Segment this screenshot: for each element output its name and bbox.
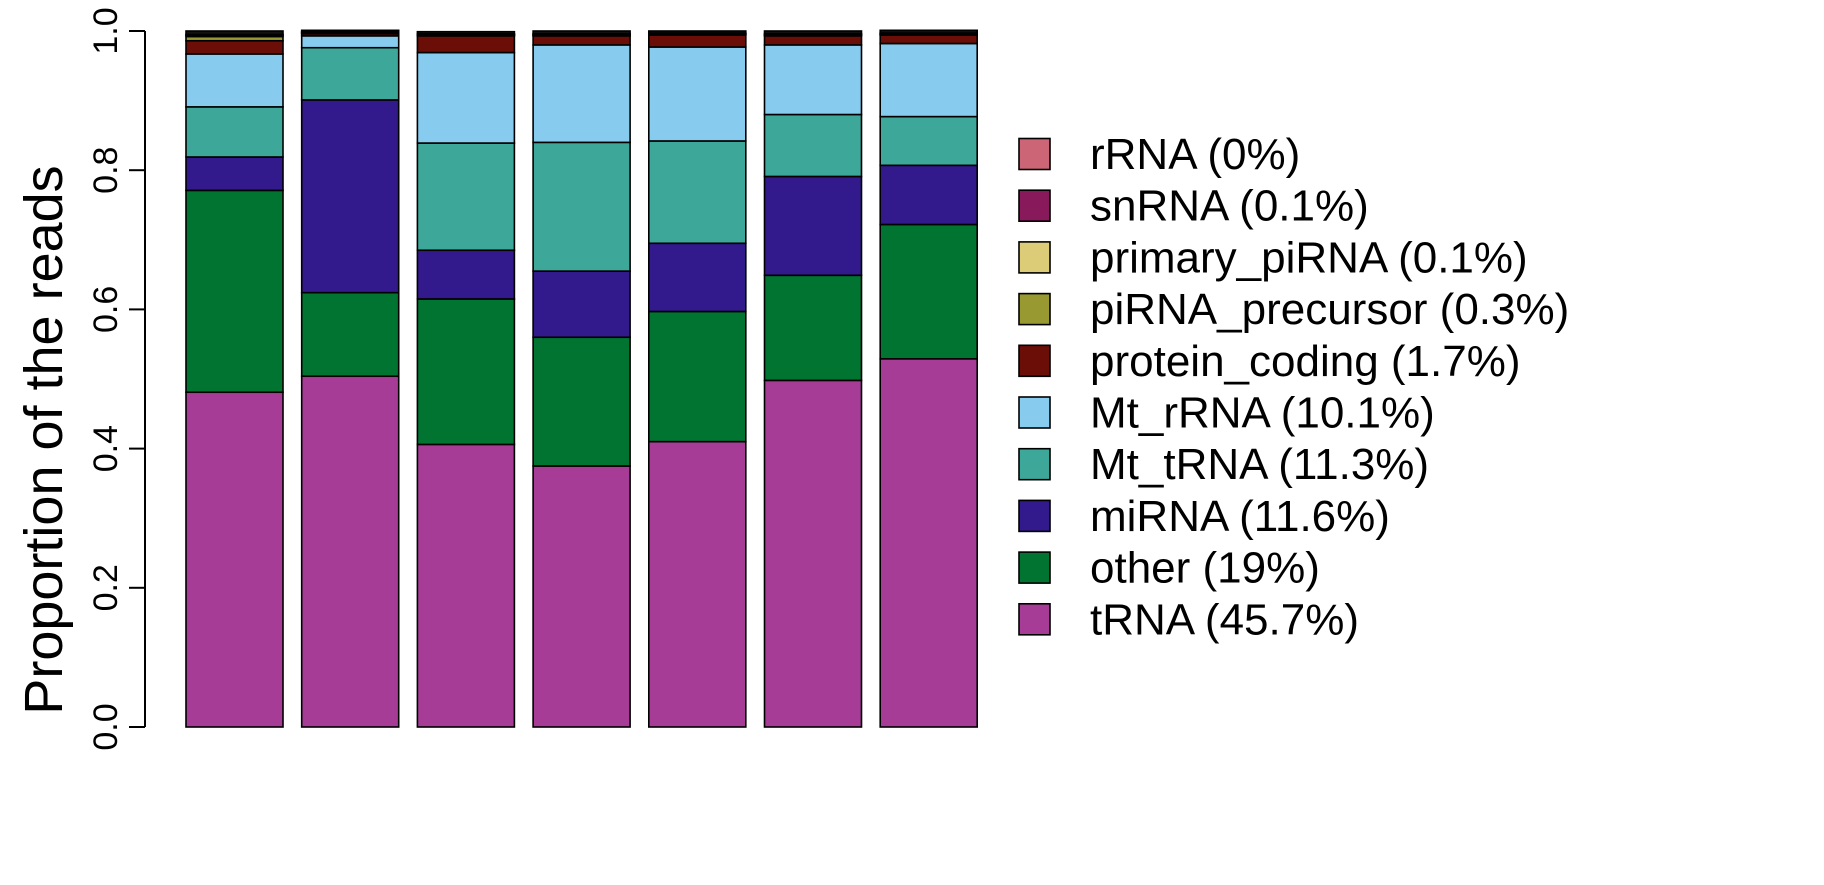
legend-label: primary_piRNA (0.1%) xyxy=(1090,233,1528,282)
y-tick-label: 0.2 xyxy=(87,564,125,611)
bar-segment xyxy=(185,106,284,158)
bar-segment xyxy=(416,142,516,252)
legend-swatch xyxy=(1018,602,1051,636)
bar-segment xyxy=(185,53,284,108)
bar-segment xyxy=(879,29,979,34)
legend-swatch xyxy=(1018,241,1051,274)
bar-segment xyxy=(185,30,284,36)
bar-segment xyxy=(416,298,516,446)
bar-segment xyxy=(763,274,863,382)
legend-swatch xyxy=(1018,447,1051,481)
bar-segment xyxy=(647,242,747,313)
bar-segment xyxy=(647,440,747,728)
bar-segment xyxy=(763,44,863,116)
legend-swatch xyxy=(1018,551,1051,584)
bar-segment xyxy=(416,249,516,300)
y-tick-label: 1.0 xyxy=(87,7,125,54)
bar-segment xyxy=(763,35,863,46)
legend-label: protein_coding (1.7%) xyxy=(1090,337,1520,386)
legend-swatch xyxy=(1018,499,1051,533)
legend-swatch xyxy=(1018,189,1051,222)
legend-label: other (19%) xyxy=(1090,544,1320,593)
bar-segment xyxy=(763,113,863,178)
y-axis: 0.0 0.2 0.4 0.6 0.8 1.0 xyxy=(87,7,146,751)
bar-segment xyxy=(416,443,516,728)
legend-label: snRNA (0.1%) xyxy=(1090,182,1369,231)
y-tick-label: 0.8 xyxy=(87,147,125,194)
bar-segment xyxy=(185,391,284,728)
legend-swatch xyxy=(1018,292,1051,326)
bar-segment xyxy=(879,42,979,118)
legend-label: tRNA (45.7%) xyxy=(1090,595,1359,644)
bar-segment xyxy=(647,310,747,443)
bar-segment xyxy=(300,99,400,294)
bar-segment xyxy=(763,175,863,277)
bar-segment xyxy=(532,336,631,467)
legend-label: piRNA_precursor (0.3%) xyxy=(1090,285,1569,334)
bar-segment xyxy=(532,35,631,46)
y-tick-label: 0.4 xyxy=(87,425,125,472)
bar-segment xyxy=(647,34,747,48)
y-axis-label: Proportion of the reads xyxy=(14,165,74,714)
bar-segment xyxy=(532,141,631,272)
bar-segment xyxy=(300,35,400,49)
bar-segment xyxy=(647,46,747,142)
bar-segment xyxy=(532,44,631,144)
bar-segment xyxy=(879,115,979,167)
legend-label: miRNA (11.6%) xyxy=(1090,492,1390,541)
bar-segment xyxy=(300,291,400,378)
bar-segment xyxy=(300,46,400,101)
legend-label: Mt_rRNA (10.1%) xyxy=(1090,389,1435,438)
y-tick-label: 0.6 xyxy=(87,286,125,333)
bar-segment xyxy=(879,164,979,226)
bar-segment xyxy=(185,39,284,55)
bar-segment xyxy=(879,223,979,360)
legend-label: rRNA (0%) xyxy=(1090,130,1300,179)
bar-segment xyxy=(416,30,516,35)
bar-segment xyxy=(300,375,400,728)
bar-segment xyxy=(763,30,863,35)
legend-swatch xyxy=(1018,396,1051,429)
bar-segment xyxy=(185,156,284,192)
legend-swatch xyxy=(1018,137,1051,171)
bar-segment xyxy=(532,465,631,728)
legend-label: Mt_tRNA (11.3%) xyxy=(1090,440,1429,489)
bar-segment xyxy=(532,270,631,339)
bar-segment xyxy=(879,34,979,45)
bar-segment xyxy=(416,51,516,144)
bar-segment xyxy=(647,140,747,245)
bar-segment xyxy=(763,379,863,728)
y-tick-label: 0.0 xyxy=(87,703,125,750)
bar-segment xyxy=(300,29,400,33)
bar-segment xyxy=(647,30,747,34)
legend-swatch xyxy=(1018,344,1051,378)
bars xyxy=(185,29,979,728)
bar-segment xyxy=(416,35,516,54)
legend: rRNA (0%)snRNA (0.1%)primary_piRNA (0.1%… xyxy=(1018,130,1569,644)
bar-segment xyxy=(532,30,631,35)
bar-segment xyxy=(185,189,284,394)
bar-segment xyxy=(879,358,979,728)
